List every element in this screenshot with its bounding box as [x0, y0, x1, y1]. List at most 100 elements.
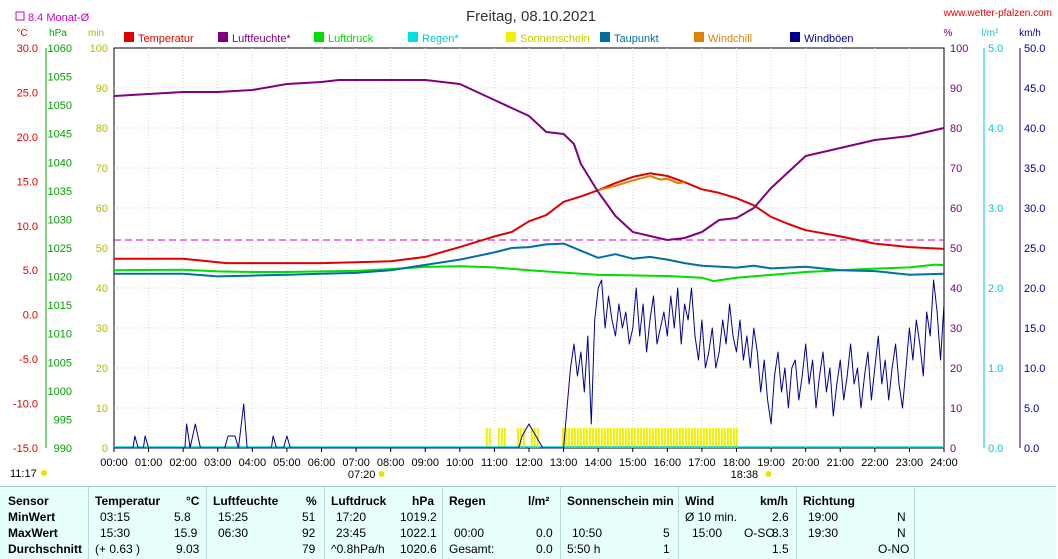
press-tick-label: 1060: [48, 43, 72, 55]
sunshine-bar: [690, 428, 693, 448]
rain-max-val: 0.0: [536, 526, 553, 540]
time-tick-label: 22:00: [861, 457, 889, 469]
time-tick-label: 05:00: [273, 457, 301, 469]
sun-max-time: 10:50: [572, 526, 603, 540]
pct-tick-label: 20: [950, 363, 962, 375]
hum-max-time: 06:30: [218, 526, 249, 540]
pct-tick-label: 40: [950, 283, 962, 295]
sunshine-bar: [485, 428, 488, 448]
sunrise-icon: [378, 471, 385, 477]
time-tick-label: 09:00: [411, 457, 439, 469]
legend-swatch: [506, 32, 516, 42]
sunshine-bar: [648, 428, 651, 448]
sunshine-bar: [597, 428, 600, 448]
time-tick-label: 15:00: [619, 457, 647, 469]
wind-tick-label: 0.0: [1024, 443, 1039, 455]
press-avg-note: ^0.8hPa/h: [331, 542, 385, 556]
col-sep: [206, 487, 207, 559]
rain-total-label: Gesamt:: [449, 542, 495, 556]
wind-tick-label: 45.0: [1024, 83, 1045, 95]
month-avg-label: 8.4 Monat-Ø: [28, 12, 90, 24]
sunshine-bar: [669, 428, 672, 448]
min-tick-label: 20: [96, 363, 108, 375]
row-label-min: MinWert: [8, 510, 56, 524]
sunshine-bar: [594, 428, 597, 448]
sunshine-bar: [624, 428, 627, 448]
pct-tick-label: 30: [950, 323, 962, 335]
updated-label: 11:17: [10, 468, 37, 480]
sunshine-bar: [519, 428, 522, 448]
press-tick-label: 1025: [48, 243, 72, 255]
col-sep: [796, 487, 797, 559]
wind-title: Wind: [685, 494, 715, 508]
min-tick-label: 80: [96, 123, 108, 135]
sunshine-bar: [564, 428, 567, 448]
temp-tick-label: 20.0: [17, 132, 38, 144]
sunshine-bar: [503, 428, 506, 448]
press-tick-label: 1050: [48, 100, 72, 112]
press-tick-label: 1035: [48, 186, 72, 198]
min-tick-label: 0: [102, 443, 108, 455]
sunshine-bar: [684, 428, 687, 448]
sunshine-bar: [579, 428, 582, 448]
time-tick-label: 14:00: [584, 457, 612, 469]
chart-axes: 30.0 25.0 20.0 15.0 10.0 5.0 0.0 -5.0 -10.0 -15.0…: [10, 28, 1045, 481]
sunshine-bar: [516, 428, 519, 448]
hum-min-val: 51: [302, 510, 316, 524]
series-line-taupunkt: [114, 242, 945, 278]
sunshine-bar: [488, 428, 491, 448]
temp-unit: °C: [186, 494, 200, 508]
min-tick-label: 60: [96, 203, 108, 215]
temp-tick-label: 15.0: [17, 176, 38, 188]
press-tick-label: 1015: [48, 300, 72, 312]
temp-tick-label: -10.0: [13, 399, 38, 411]
sunshine-bar: [570, 428, 573, 448]
temp-max-val: 15.9: [174, 526, 198, 540]
site-link[interactable]: www.wetter-pfalzen.com: [943, 8, 1052, 19]
sunshine-bar: [717, 428, 720, 448]
press-tick-label: 990: [54, 443, 72, 455]
dir-min-time: 19:00: [808, 510, 839, 524]
rain-tick-label: 5.0: [988, 43, 1003, 55]
sunshine-bar: [639, 428, 642, 448]
legend-swatch: [124, 32, 134, 42]
wind-tick-label: 50.0: [1024, 43, 1045, 55]
min-tick-label: 40: [96, 283, 108, 295]
sunset-icon: [765, 471, 772, 477]
time-tick-label: 01:00: [135, 457, 163, 469]
row-label-max: MaxWert: [8, 526, 58, 540]
hum-min-time: 15:25: [218, 510, 249, 524]
pct-tick-label: 10: [950, 403, 962, 415]
sunshine-bar: [708, 428, 711, 448]
sunshine-bar: [714, 428, 717, 448]
hum-max-val: 92: [302, 526, 316, 540]
rain-tick-label: 0.0: [988, 443, 1003, 455]
time-tick-label: 12:00: [515, 457, 543, 469]
col-sep: [88, 487, 89, 559]
sunshine-bar: [702, 428, 705, 448]
press-tick-label: 1045: [48, 129, 72, 141]
wind-max-val: 8.3: [772, 526, 789, 540]
rain-tick-label: 4.0: [988, 123, 1003, 135]
sunshine-bar: [497, 428, 500, 448]
time-tick-label: 10:00: [446, 457, 474, 469]
wind-tick-label: 25.0: [1024, 243, 1045, 255]
legend-label: Windchill: [708, 33, 752, 45]
legend-label: Luftdruck: [328, 33, 374, 45]
legend-label: Temperatur: [138, 33, 194, 45]
dir-min-val: N: [897, 510, 906, 524]
temp-tick-label: 0.0: [23, 310, 38, 322]
sunshine-bar: [600, 428, 603, 448]
min-tick-label: 30: [96, 323, 108, 335]
col-sep: [442, 487, 443, 559]
temp-tick-label: 25.0: [17, 87, 38, 99]
sensor-label: Sensor: [8, 494, 49, 508]
temp-tick-label: -15.0: [13, 443, 38, 455]
sunshine-bar: [603, 428, 606, 448]
sunshine-bar: [678, 428, 681, 448]
wind-tick-label: 35.0: [1024, 163, 1045, 175]
sun-total-time: 5:50 h: [567, 542, 601, 556]
legend-swatch: [790, 32, 800, 42]
min-tick-label: 90: [96, 83, 108, 95]
sun-max-val: 5: [663, 526, 670, 540]
